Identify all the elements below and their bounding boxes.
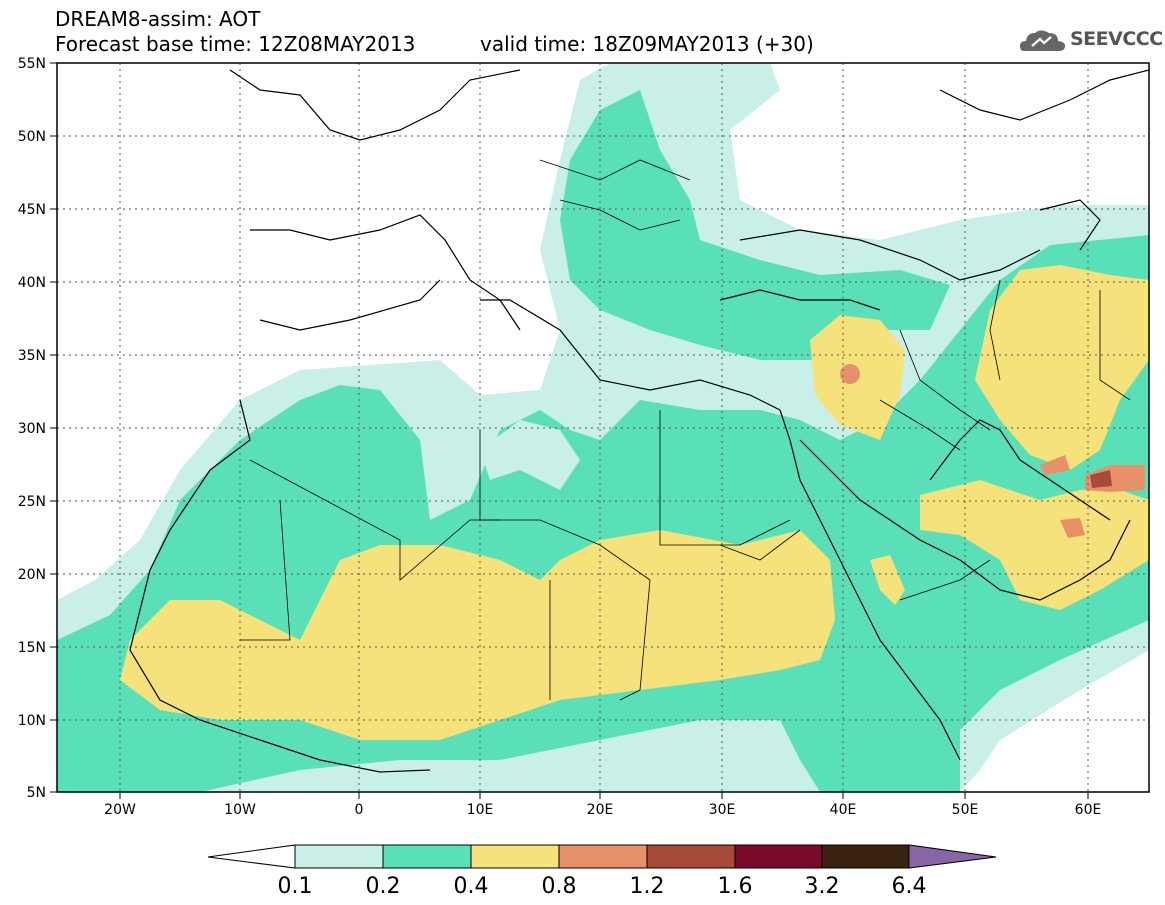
logo-text: SEEVCCC	[1070, 28, 1163, 50]
colorbar-swatch	[382, 844, 472, 869]
colorbar-swatch	[908, 844, 997, 869]
lat-label: 50N	[18, 129, 46, 145]
lat-label: 15N	[18, 640, 46, 656]
lon-label: 10W	[224, 802, 256, 818]
latitude-labels: 55N 50N 45N 40N 35N 30N 25N 20N 15N 10N …	[18, 56, 46, 801]
lat-label: 25N	[18, 494, 46, 510]
colorbar-swatch	[207, 844, 296, 869]
colorbar-label: 1.6	[718, 874, 753, 899]
colorbar-label: 3.2	[805, 874, 840, 899]
colorbar-swatch	[646, 844, 736, 869]
colorbar-swatch	[558, 844, 648, 869]
grid-lines	[57, 63, 1149, 792]
forecast-base-time: Forecast base time: 12Z08MAY2013	[55, 32, 416, 56]
colorbar	[207, 844, 997, 869]
colorbar-label: 1.2	[630, 874, 665, 899]
lon-label: 40E	[830, 802, 857, 818]
lon-label: 0	[355, 802, 364, 818]
lon-label: 20W	[104, 802, 136, 818]
aot-level-0.4	[120, 265, 1149, 740]
colorbar-label: 0.1	[278, 874, 313, 899]
lat-label: 10N	[18, 713, 46, 729]
colorbar-label: 0.8	[542, 874, 577, 899]
lon-label: 20E	[587, 802, 614, 818]
lat-label: 35N	[18, 348, 46, 364]
colorbar-swatch	[470, 844, 560, 869]
lat-label: 55N	[18, 56, 46, 72]
aot-level-1.2	[1090, 470, 1112, 488]
colorbar-label: 0.2	[366, 874, 401, 899]
colorbar-swatch	[734, 844, 823, 869]
lon-label: 50E	[952, 802, 979, 818]
lon-label: 10E	[467, 802, 494, 818]
cloud-logo-icon	[1020, 30, 1066, 51]
colorbar-swatch	[821, 844, 910, 869]
lat-label: 5N	[27, 785, 46, 801]
coastlines	[129, 69, 1149, 773]
valid-time: valid time: 18Z09MAY2013 (+30)	[480, 32, 814, 56]
lat-label: 45N	[18, 202, 46, 218]
aot-level-0.8	[840, 364, 1145, 538]
colorbar-swatch	[294, 844, 384, 869]
colorbar-labels: 0.1 0.2 0.4 0.8 1.2 1.6 3.2 6.4	[278, 874, 927, 899]
longitude-labels: 20W 10W 0 10E 20E 30E 40E 50E 60E	[104, 802, 1101, 818]
lat-label: 30N	[18, 421, 46, 437]
lon-label: 60E	[1075, 802, 1102, 818]
lon-label: 30E	[709, 802, 736, 818]
map-title: DREAM8-assim: AOT	[55, 7, 261, 31]
lat-label: 20N	[18, 567, 46, 583]
lat-label: 40N	[18, 275, 46, 291]
country-borders	[240, 159, 1131, 701]
colorbar-label: 6.4	[892, 874, 927, 899]
colorbar-label: 0.4	[454, 874, 489, 899]
